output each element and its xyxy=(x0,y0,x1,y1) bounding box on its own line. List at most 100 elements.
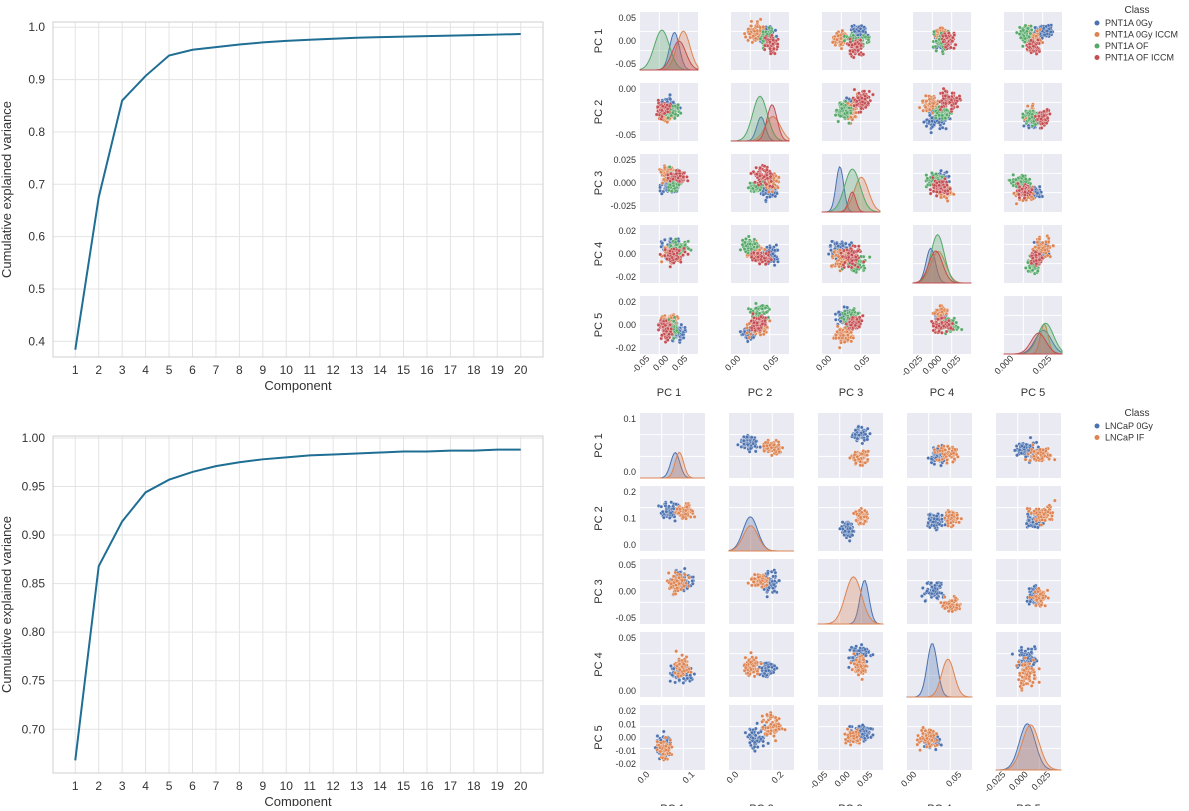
scatter-point xyxy=(842,249,845,252)
scatter-point xyxy=(1021,112,1024,115)
scatter-point xyxy=(1028,35,1031,38)
scatter-point xyxy=(847,121,850,124)
scatter-point xyxy=(929,131,932,134)
scatter-point xyxy=(1042,27,1045,30)
scatter-point xyxy=(952,47,955,50)
scatter-point xyxy=(775,192,778,195)
y-tick-label: 0.4 xyxy=(28,334,45,348)
scatter-point xyxy=(665,330,668,333)
scatter-point xyxy=(955,96,958,99)
scatter-point xyxy=(661,105,664,108)
scatter-point xyxy=(752,34,755,37)
scatter-point xyxy=(768,195,771,198)
x-tick-label: 19 xyxy=(491,363,505,377)
scatter-point xyxy=(1029,32,1032,35)
scatter-point xyxy=(944,117,947,120)
scatter-point xyxy=(763,164,766,167)
scatter-point xyxy=(750,256,753,259)
scatter-point xyxy=(659,245,662,248)
x-tick-label: 17 xyxy=(444,363,458,377)
y-tick-label: 0.7 xyxy=(28,177,45,191)
scatter-point xyxy=(848,243,851,246)
scatter-point xyxy=(850,253,853,256)
scatter-point xyxy=(753,181,756,184)
scatter-point xyxy=(1015,202,1018,205)
pair-cell xyxy=(731,12,789,70)
scatter-point xyxy=(666,338,669,341)
scatter-point xyxy=(666,110,669,113)
x-tick-label: 0.05 xyxy=(670,353,689,372)
scatter-point xyxy=(951,39,954,42)
scatter-point xyxy=(852,34,855,37)
x-tick-label: 8 xyxy=(236,363,243,377)
scatter-point xyxy=(843,39,846,42)
scatter-point xyxy=(944,45,947,48)
scatter-point xyxy=(840,103,843,106)
scatter-point xyxy=(750,20,753,23)
scatter-point xyxy=(771,190,774,193)
scatter-point xyxy=(664,324,667,327)
scatter-point xyxy=(1039,117,1042,120)
scatter-point xyxy=(947,95,950,98)
scatter-point xyxy=(1029,39,1032,42)
scatter-point xyxy=(945,109,948,112)
scatter-point xyxy=(849,40,852,43)
scatter-point xyxy=(660,260,663,263)
scatter-point xyxy=(763,248,766,251)
scatter-point xyxy=(861,100,864,103)
scatter-point xyxy=(850,266,853,269)
scatter-point xyxy=(769,175,772,178)
x-tick-label: 15 xyxy=(397,363,411,377)
scatter-point xyxy=(1036,191,1039,194)
scatter-point xyxy=(747,186,750,189)
scatter-point xyxy=(855,45,858,48)
scatter-point xyxy=(944,127,947,130)
scatter-point xyxy=(766,177,769,180)
x-tick-label: 16 xyxy=(420,363,434,377)
scatter-point xyxy=(763,44,766,47)
scatter-point xyxy=(1023,191,1026,194)
scatter-point xyxy=(853,104,856,107)
scatter-point xyxy=(939,26,942,29)
scatter-point xyxy=(759,37,762,40)
scatter-point xyxy=(770,180,773,183)
y-tick-label: 0.5 xyxy=(28,282,45,296)
scatter-point xyxy=(1038,258,1041,261)
scatter-point xyxy=(848,106,851,109)
scatter-point xyxy=(956,105,959,108)
scatter-point xyxy=(841,29,844,32)
scatter-point xyxy=(859,39,862,42)
pair-cell xyxy=(1004,12,1062,70)
scatter-point xyxy=(678,338,681,341)
x-tick-label: 11 xyxy=(303,363,316,377)
scatter-point xyxy=(941,180,944,183)
scatter-point xyxy=(1038,237,1041,240)
y-tick-label: 0.00 xyxy=(618,249,636,259)
scatter-point xyxy=(762,25,765,28)
scatter-point xyxy=(932,190,935,193)
scatter-point xyxy=(666,120,669,123)
scatter-point xyxy=(834,113,837,116)
pair-cell xyxy=(1004,225,1062,283)
scatter-point xyxy=(1040,126,1043,129)
scatter-point xyxy=(668,93,671,96)
scatter-point xyxy=(757,183,760,186)
scatter-point xyxy=(1014,178,1017,181)
scatter-point xyxy=(844,100,847,103)
scatter-point xyxy=(663,238,666,241)
scatter-point xyxy=(753,242,756,245)
scatter-point xyxy=(844,242,847,245)
pair-cell xyxy=(913,154,971,212)
y-tick-label: -0.02 xyxy=(615,343,636,353)
scatter-point xyxy=(841,255,844,258)
scatter-point xyxy=(764,199,767,202)
scatter-point xyxy=(1024,266,1027,269)
scatter-point xyxy=(767,260,770,263)
scatter-point xyxy=(856,49,859,52)
scatter-point xyxy=(764,36,767,39)
scatter-point xyxy=(939,169,942,172)
scatter-point xyxy=(683,250,686,253)
scatter-point xyxy=(942,87,945,90)
scatter-point xyxy=(944,102,947,105)
